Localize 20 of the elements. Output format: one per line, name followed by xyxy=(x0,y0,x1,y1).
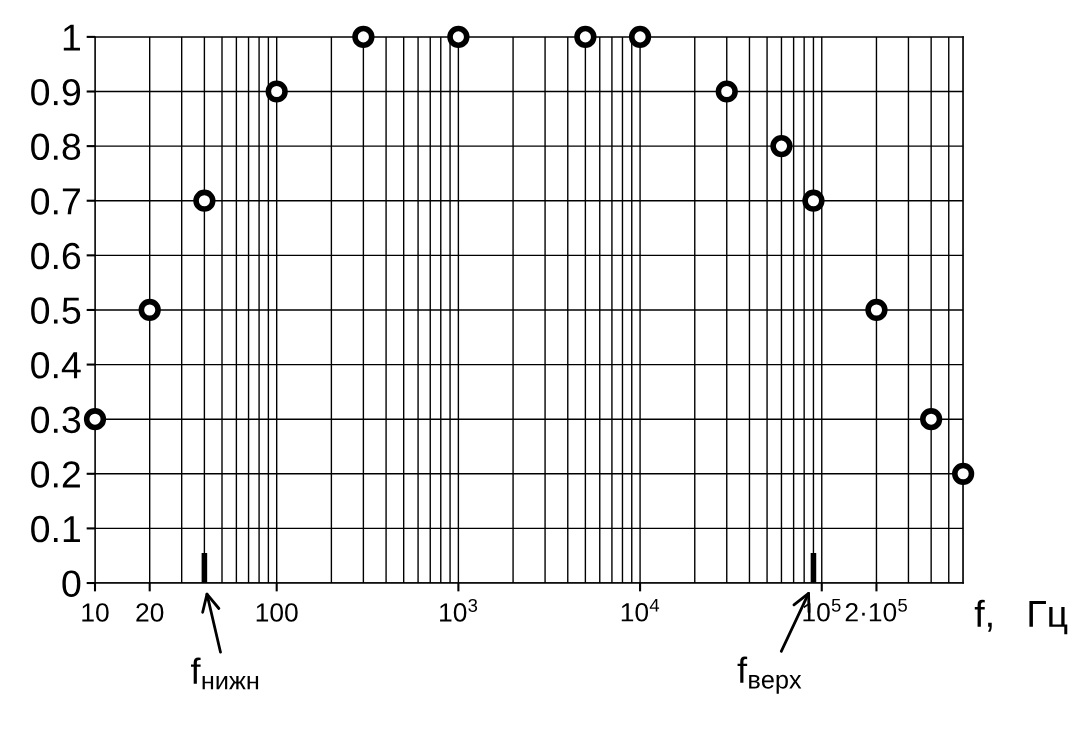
y-tick-label: 1 xyxy=(63,24,80,51)
ref-line-label: f$_{нижн}$ xyxy=(191,657,259,690)
y-tick-label: 0.4 xyxy=(31,351,81,379)
x-tick-label: 100 xyxy=(256,603,298,622)
y-tick-label: 0.2 xyxy=(31,461,80,488)
y-tick-label: 0.1 xyxy=(31,515,80,543)
legend-label: f$_{верх}$ xyxy=(737,656,802,694)
x-tick-label: 2·10$^{5}$ xyxy=(845,598,907,622)
x-tick-label: 20 xyxy=(136,603,164,622)
x-tick-label: 10$^{3}$ xyxy=(440,598,478,622)
x-tick-label: 10 xyxy=(82,603,109,622)
y-tick-label: 0.7 xyxy=(31,188,80,215)
y-tick-label: 0.5 xyxy=(31,297,81,324)
y-tick-label: 0.9 xyxy=(31,78,81,106)
x-axis-title: f, Гц xyxy=(974,599,1068,635)
y-tick-label: 0 xyxy=(62,570,81,597)
y-tick-label: 0.6 xyxy=(31,242,81,270)
y-tick-label: 0.8 xyxy=(31,133,81,161)
y-tick-label: 0.3 xyxy=(31,406,81,434)
x-tick-label: 10$^{4}$ xyxy=(621,598,660,622)
